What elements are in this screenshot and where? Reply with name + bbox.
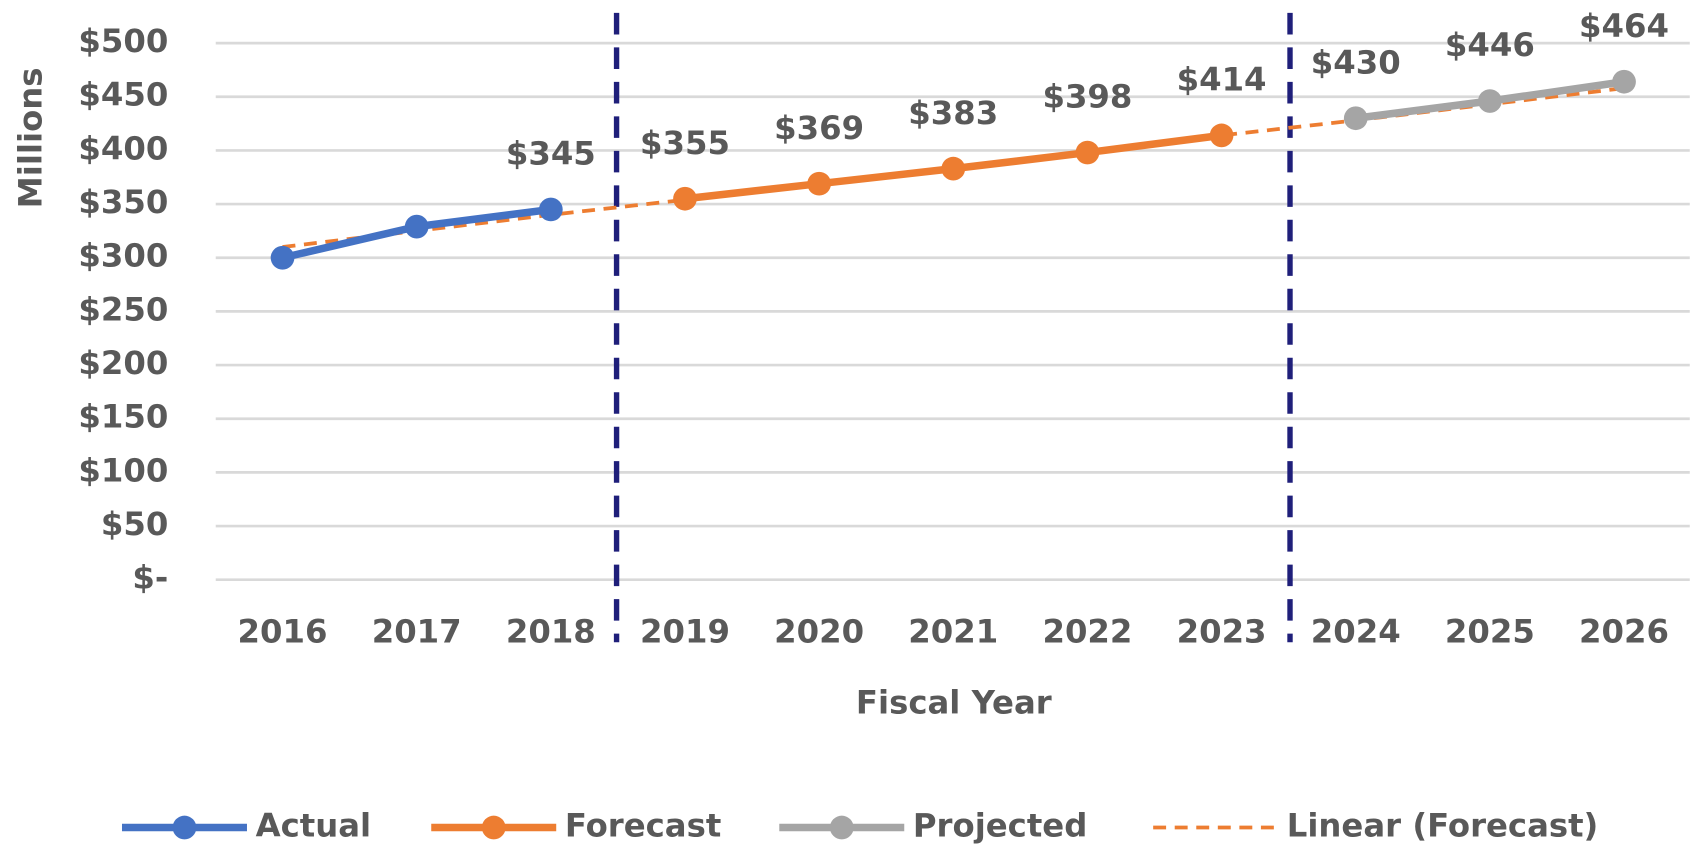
point (941, 156, 966, 181)
data-label: $369 (774, 109, 864, 147)
point (1343, 106, 1368, 131)
x-tick-label: 2026 (1579, 613, 1669, 651)
x-axis-title: Fiscal Year (856, 684, 1052, 722)
legend-marker (172, 815, 197, 840)
point (673, 186, 697, 211)
legend-label: Projected (913, 807, 1087, 845)
legend-label: Actual (256, 807, 372, 845)
x-tick-label: 2021 (908, 613, 998, 651)
x-tick-label: 2025 (1445, 613, 1535, 651)
legend-label: Forecast (565, 807, 721, 845)
x-tick-label: 2022 (1042, 613, 1132, 651)
x-tick-label: 2016 (238, 613, 328, 651)
point (1478, 89, 1502, 113)
point (807, 171, 831, 196)
data-label: $430 (1311, 43, 1401, 81)
data-label: $464 (1579, 7, 1669, 45)
data-label: $355 (640, 124, 730, 162)
x-tick-label: 2020 (774, 613, 864, 651)
data-label: $383 (908, 94, 998, 132)
x-tick-label: 2024 (1311, 613, 1401, 651)
y-tick-label: $150 (78, 398, 168, 436)
data-label: $414 (1177, 61, 1267, 99)
x-tick-label: 2018 (506, 613, 596, 651)
x-tick-label: 2023 (1177, 613, 1267, 651)
y-tick-label: $250 (78, 290, 168, 328)
point (270, 245, 295, 270)
y-tick-label: $350 (78, 183, 168, 221)
point (1612, 69, 1636, 94)
legend-marker (829, 815, 854, 840)
point (1209, 123, 1234, 148)
y-tick-label: $100 (78, 451, 168, 489)
y-tick-label: $50 (101, 505, 168, 543)
legend-label: Linear (Forecast) (1287, 807, 1599, 845)
y-tick-label: $500 (78, 22, 168, 60)
y-tick-label: $450 (78, 76, 168, 114)
x-tick-label: 2019 (640, 613, 730, 651)
legend-marker (481, 815, 506, 840)
y-tick-label: $300 (78, 237, 168, 275)
y-tick-label: $400 (78, 129, 168, 167)
point (404, 214, 429, 239)
grid (215, 41, 1690, 582)
point (538, 197, 563, 222)
data-label: $446 (1445, 26, 1535, 64)
y-tick-label: $- (132, 559, 168, 597)
point (1075, 140, 1100, 165)
y-axis-title: Millions (12, 67, 50, 208)
data-label: $398 (1042, 78, 1132, 116)
data-label: $345 (506, 135, 596, 173)
y-tick-label: $200 (78, 344, 168, 382)
x-tick-label: 2017 (372, 613, 462, 651)
